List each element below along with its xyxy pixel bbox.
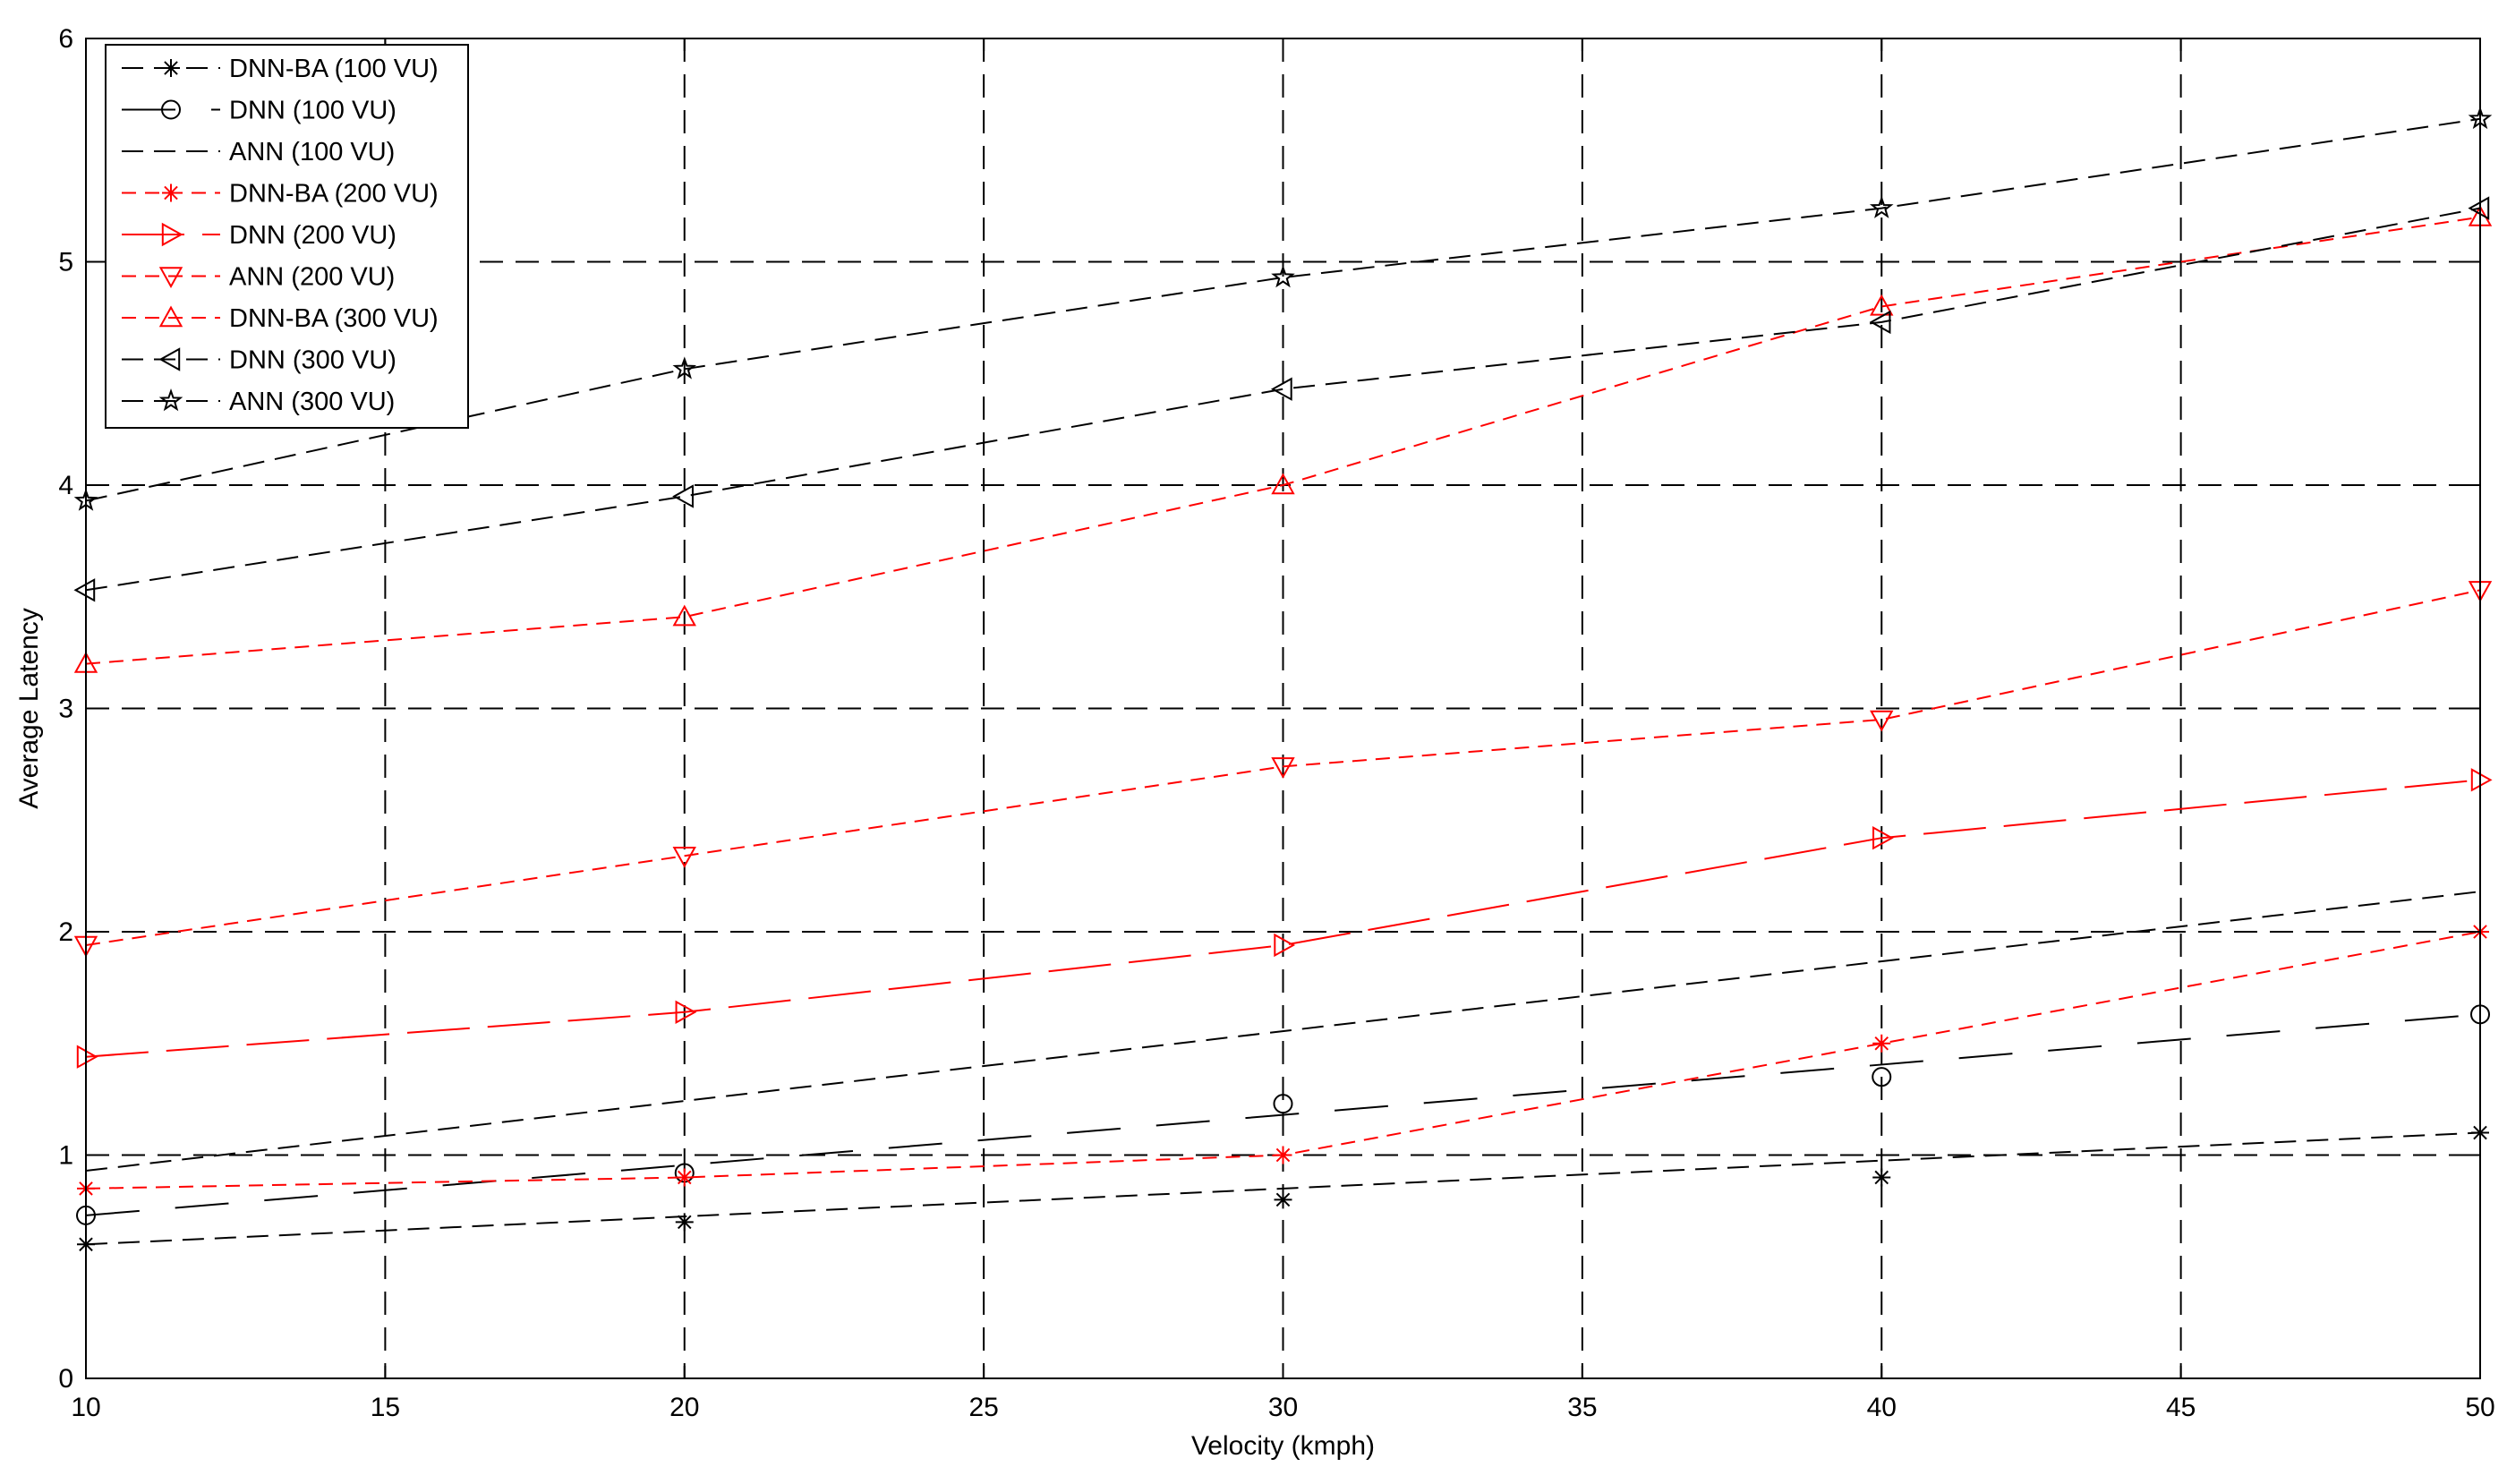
- x-tick-label: 50: [2465, 1393, 2494, 1422]
- series-8: [73, 196, 2490, 602]
- data-point: [162, 59, 180, 77]
- series-3: [85, 891, 2481, 1172]
- legend-entry: DNN-BA (200 VU): [122, 180, 439, 209]
- x-tick-label: 35: [1567, 1393, 1597, 1422]
- data-point: [1870, 294, 1894, 316]
- data-point: [1274, 1146, 1292, 1164]
- data-point: [158, 267, 183, 289]
- legend-label: DNN-BA (200 VU): [229, 180, 439, 209]
- series-5: [76, 768, 2493, 1069]
- legend-label: DNN-BA (300 VU): [229, 304, 439, 333]
- y-tick-label: 6: [58, 24, 73, 54]
- data-point: [161, 222, 183, 247]
- x-tick-label: 45: [2166, 1393, 2196, 1422]
- data-point: [1274, 1190, 1292, 1209]
- y-axis-title: Average Latency: [14, 608, 44, 809]
- series-line: [85, 891, 2481, 1172]
- legend-entry: ANN (100 VU): [122, 138, 395, 166]
- data-point: [1274, 933, 1296, 958]
- legend-label: DNN (100 VU): [229, 97, 397, 125]
- data-point: [1273, 1094, 1293, 1114]
- data-point: [158, 347, 181, 371]
- x-tick-label: 10: [71, 1393, 100, 1422]
- legend-entry: DNN-BA (100 VU): [122, 55, 439, 83]
- data-point: [1870, 710, 1894, 732]
- data-point: [162, 183, 180, 202]
- data-point: [1271, 265, 1295, 288]
- data-point: [672, 484, 694, 508]
- data-point: [73, 578, 96, 602]
- legend: DNN-BA (100 VU) DNN (100 VU) ANN (100 VU) D…: [105, 44, 469, 429]
- legend-entry: ANN (300 VU): [122, 388, 395, 416]
- x-tick-label: 40: [1867, 1393, 1897, 1422]
- data-point: [675, 1000, 697, 1025]
- legend-entry: ANN (200 VU): [122, 263, 395, 292]
- legend-label: ANN (100 VU): [229, 138, 395, 166]
- data-point: [1271, 757, 1295, 779]
- data-point: [158, 305, 183, 328]
- x-tick-label: 20: [669, 1393, 699, 1422]
- data-point: [76, 1045, 98, 1069]
- x-tick-label: 15: [371, 1393, 400, 1422]
- data-point: [2470, 768, 2493, 792]
- legend-label: ANN (300 VU): [229, 388, 395, 416]
- legend-entry: DNN (300 VU): [122, 346, 397, 375]
- data-point: [672, 604, 696, 627]
- legend-entry: DNN (100 VU): [122, 97, 397, 125]
- data-point: [1872, 1034, 1891, 1053]
- data-point: [672, 356, 696, 380]
- series-line: [85, 216, 2481, 665]
- y-tick-label: 3: [58, 695, 73, 724]
- x-axis-title: Velocity (kmph): [1191, 1431, 1375, 1461]
- data-point: [1869, 195, 1894, 218]
- series-line: [85, 207, 2481, 592]
- y-tick-label: 1: [58, 1141, 73, 1171]
- legend-box: [105, 44, 469, 429]
- data-point: [1872, 826, 1894, 850]
- legend-entry: DNN-BA (300 VU): [122, 304, 439, 333]
- data-point: [1869, 310, 1891, 335]
- legend-label: DNN (200 VU): [229, 221, 397, 250]
- data-point: [161, 99, 181, 120]
- series-layer: [73, 106, 2493, 1254]
- data-point: [1872, 1067, 1892, 1087]
- x-tick-label: 30: [1268, 1393, 1298, 1422]
- y-tick-label: 0: [58, 1364, 73, 1394]
- series-line: [85, 1131, 2481, 1246]
- y-tick-label: 2: [58, 917, 73, 947]
- y-tick-label: 4: [58, 471, 73, 500]
- data-point: [675, 1168, 694, 1187]
- legend-entry: DNN (200 VU): [122, 221, 397, 250]
- data-point: [672, 846, 696, 868]
- series-line: [85, 589, 2481, 946]
- legend-label: ANN (200 VU): [229, 263, 395, 292]
- data-point: [1872, 1168, 1891, 1187]
- legend-label: DNN-BA (100 VU): [229, 55, 439, 83]
- x-tick-label: 25: [968, 1393, 998, 1422]
- legend-label: DNN (300 VU): [229, 346, 397, 375]
- data-point: [158, 388, 183, 412]
- data-point: [2468, 196, 2490, 220]
- data-point: [1271, 473, 1295, 495]
- data-point: [675, 1213, 694, 1232]
- data-point: [1270, 377, 1292, 401]
- y-tick-label: 5: [58, 248, 73, 277]
